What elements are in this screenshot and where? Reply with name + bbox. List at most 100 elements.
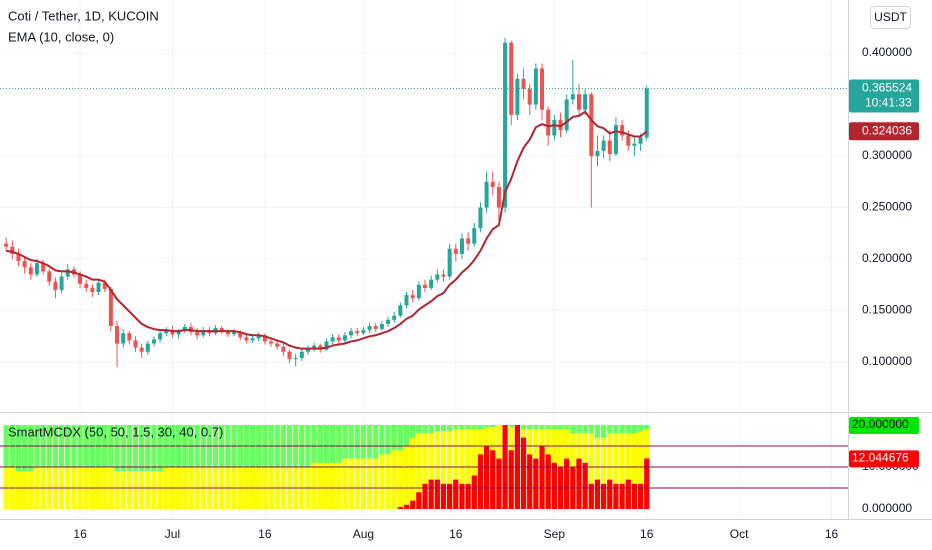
indicator-bar <box>545 454 551 510</box>
candle-body <box>96 282 101 293</box>
indicator-bar <box>588 425 594 434</box>
candle-body <box>275 343 280 347</box>
currency-button[interactable] <box>870 6 911 29</box>
candle-body <box>305 348 310 352</box>
indicator-bar <box>28 425 34 472</box>
x-tick-label: 16 <box>73 527 87 541</box>
currency-label[interactable]: USDT <box>874 10 907 24</box>
indicator-bar <box>428 479 434 510</box>
candle-body <box>355 331 360 334</box>
candle-body <box>176 331 181 335</box>
indicator-bar <box>545 425 551 430</box>
candle-body <box>515 78 520 115</box>
candle-body <box>601 140 606 151</box>
candle-body <box>576 94 581 110</box>
candle-body <box>256 335 261 339</box>
indicator-bar <box>644 425 650 430</box>
indicator-bar <box>588 483 594 510</box>
candle-body <box>607 140 612 154</box>
candle-body <box>47 271 52 282</box>
candle-body <box>115 325 120 344</box>
y-tick-label: 0.000000 <box>862 501 912 515</box>
x-tick-label: Sep <box>544 527 566 541</box>
chart-title: Coti / Tether, 1D, KUCOIN <box>8 8 159 23</box>
candle-body <box>299 351 304 358</box>
candle-body <box>293 357 298 359</box>
candle-body <box>435 274 440 280</box>
indicator-bar <box>323 425 330 463</box>
candle-body <box>145 343 150 352</box>
candle-body <box>102 282 107 289</box>
candle-body <box>170 330 175 335</box>
indicator-bar <box>601 425 607 438</box>
candle-body <box>330 337 335 342</box>
indicator-bar <box>379 425 385 455</box>
candle-body <box>521 78 526 90</box>
indicator-bar <box>637 425 644 432</box>
indicator-bar <box>496 458 502 510</box>
indicator-bar <box>422 483 428 510</box>
candle-body <box>127 333 132 341</box>
candle-body <box>552 119 557 136</box>
candle-body <box>84 283 89 288</box>
candle-body <box>16 253 21 262</box>
candle-body <box>404 295 409 306</box>
indicator-bar <box>601 483 607 510</box>
indicator-bar <box>594 425 601 438</box>
candle-body <box>22 261 27 268</box>
candle-body <box>583 94 588 110</box>
indicator-bar <box>607 425 613 434</box>
indicator-bar <box>440 425 447 432</box>
candle-body <box>533 68 538 105</box>
candle-body <box>151 339 156 344</box>
candle-body <box>250 338 255 341</box>
indicator-bar <box>15 425 22 472</box>
candle-body <box>570 94 575 100</box>
indicator-bar <box>311 425 317 463</box>
indicator-bar <box>410 500 416 510</box>
candle-body <box>219 328 224 332</box>
candle-body <box>632 143 637 146</box>
candle-body <box>564 99 569 131</box>
indicator-bar <box>551 425 557 430</box>
indicator-bar <box>126 425 132 472</box>
candle-body <box>34 263 39 275</box>
indicator-bar <box>539 446 545 510</box>
indicator-bar <box>582 462 588 510</box>
indicator-bar <box>459 425 465 430</box>
indicator-bar <box>459 483 465 510</box>
candle-body <box>540 68 545 110</box>
indicator-bar <box>434 425 440 432</box>
indicator-tag <box>849 450 919 468</box>
candle-body <box>453 248 458 254</box>
indicator-bar <box>440 483 447 510</box>
indicator-bar <box>465 425 471 430</box>
candle-body <box>613 125 618 154</box>
indicator-bar <box>329 425 336 463</box>
candle-body <box>379 323 384 330</box>
indicator-bar <box>114 425 120 472</box>
indicator-bar <box>397 506 403 510</box>
indicator-bar <box>403 425 410 447</box>
countdown-label: 10:41:33 <box>865 96 912 110</box>
grid <box>0 0 848 519</box>
indicator-bar <box>410 425 416 438</box>
y-tick-label: 0.100000 <box>862 354 912 368</box>
indicator-title: SmartMCDX (50, 50, 1.5, 30, 40, 0.7) <box>8 424 223 439</box>
indicator-tag-label: 12.044676 <box>852 451 909 465</box>
candle-body <box>429 279 434 288</box>
indicator-bar <box>139 425 145 472</box>
indicator-bar <box>533 425 539 430</box>
indicator-bar <box>527 425 533 430</box>
indicator-bar <box>471 475 477 510</box>
indicator-bar <box>527 454 533 510</box>
y-tick-label: 0.300000 <box>862 148 912 162</box>
price-tag-label: 0.365524 <box>862 81 912 95</box>
indicator-bar <box>607 479 613 510</box>
candle-body <box>416 284 421 299</box>
candle-body <box>589 94 594 157</box>
candle-body <box>201 330 206 336</box>
indicator-bar <box>582 425 588 434</box>
indicator-bar <box>317 425 323 463</box>
ema-tag-label: 0.324036 <box>862 123 912 137</box>
